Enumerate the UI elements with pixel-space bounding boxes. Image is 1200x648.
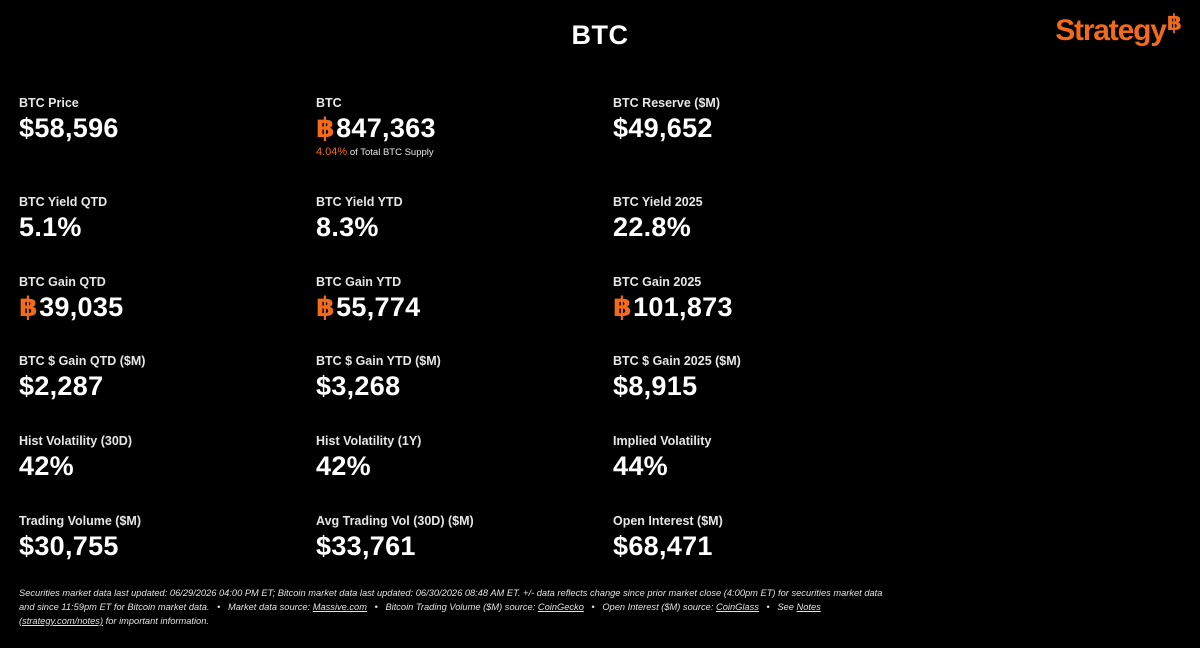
- footer-text: Securities market data last updated: 06/…: [19, 588, 883, 612]
- metric-subtext: 4.04% of Total BTC Supply: [316, 146, 606, 158]
- metric-value: $2,287: [19, 371, 309, 402]
- bullet-separator: •: [591, 602, 595, 612]
- footer-disclaimer: Securities market data last updated: 06/…: [19, 586, 889, 628]
- metric-value: ฿ 101,873: [613, 292, 903, 323]
- metric-value-text: $3,268: [316, 371, 401, 401]
- metric-value: $8,915: [613, 371, 903, 402]
- metric-label: BTC Gain YTD: [316, 275, 402, 289]
- metric-trading-volume: Trading Volume ($M) $30,755: [19, 514, 309, 562]
- footer-text: for important information.: [105, 616, 209, 626]
- footer-text: Market data source:: [227, 602, 311, 612]
- metric-btc-gain-2025: BTC Gain 2025 ฿ 101,873: [613, 275, 903, 323]
- footer-text: Bitcoin Trading Volume ($M) source:: [385, 602, 536, 612]
- metric-btc-yield-2025: BTC Yield 2025 22.8%: [613, 195, 903, 243]
- metric-label: Hist Volatility (30D): [19, 434, 132, 448]
- page-title: BTC: [571, 20, 629, 50]
- metric-value-text: 8.3%: [316, 212, 379, 242]
- metric-hist-volatility-1y: Hist Volatility (1Y) 42%: [316, 434, 606, 482]
- massive-link[interactable]: Massive.com: [312, 602, 367, 612]
- strategy-logo[interactable]: Strategy ฿: [1055, 10, 1182, 54]
- metric-value-text: 847,363: [336, 113, 436, 143]
- metric-value-text: $2,287: [19, 371, 104, 401]
- metric-btc-gain-qtd: BTC Gain QTD ฿ 39,035: [19, 275, 309, 323]
- metric-value: $58,596: [19, 113, 309, 144]
- metric-value: $3,268: [316, 371, 606, 402]
- metric-label: BTC $ Gain YTD ($M): [316, 354, 441, 368]
- metric-value-text: $30,755: [19, 531, 119, 561]
- notes-link[interactable]: Notes (strategy.com/notes): [19, 602, 821, 626]
- metric-label: BTC $ Gain QTD ($M): [19, 354, 146, 368]
- metric-hist-volatility-30d: Hist Volatility (30D) 42%: [19, 434, 309, 482]
- metric-open-interest: Open Interest ($M) $68,471: [613, 514, 903, 562]
- footer-text: Open Interest ($M) source:: [602, 602, 714, 612]
- metric-value-text: 44%: [613, 451, 668, 481]
- bitcoin-symbol-icon: ฿: [316, 113, 336, 143]
- metric-value: $33,761: [316, 531, 606, 562]
- metric-label: BTC Gain 2025: [613, 275, 702, 289]
- metric-btc-holdings: BTC ฿ 847,363 4.04% of Total BTC Supply: [316, 96, 606, 158]
- metric-label: Avg Trading Vol (30D) ($M): [316, 514, 474, 528]
- metric-btc-yield-qtd: BTC Yield QTD 5.1%: [19, 195, 309, 243]
- metric-value: ฿ 847,363: [316, 113, 606, 144]
- bullet-separator: •: [374, 602, 378, 612]
- footer-text: See: [777, 602, 794, 612]
- metric-label: BTC Yield QTD: [19, 195, 108, 209]
- metric-label: Open Interest ($M): [613, 514, 723, 528]
- bitcoin-b-icon: ฿: [1166, 10, 1182, 35]
- metric-label: Hist Volatility (1Y): [316, 434, 422, 448]
- metric-label: BTC Price: [19, 96, 79, 110]
- metric-value-text: $8,915: [613, 371, 698, 401]
- bitcoin-symbol-icon: ฿: [613, 292, 633, 322]
- metric-btc-gain-ytd: BTC Gain YTD ฿ 55,774: [316, 275, 606, 323]
- metric-btc-yield-ytd: BTC Yield YTD 8.3%: [316, 195, 606, 243]
- metric-value-text: 42%: [19, 451, 74, 481]
- coinglass-link[interactable]: CoinGlass: [716, 602, 759, 612]
- metric-value-text: 42%: [316, 451, 371, 481]
- metric-label: BTC Yield 2025: [613, 195, 703, 209]
- metric-value: 5.1%: [19, 212, 309, 243]
- metric-value-text: $49,652: [613, 113, 713, 143]
- metric-value-text: $58,596: [19, 113, 119, 143]
- metric-label: BTC: [316, 96, 342, 110]
- metric-value: 44%: [613, 451, 903, 482]
- metric-value-text: 101,873: [633, 292, 733, 322]
- metric-avg-trading-vol-30d: Avg Trading Vol (30D) ($M) $33,761: [316, 514, 606, 562]
- metric-label: BTC Reserve ($M): [613, 96, 720, 110]
- metric-label: Trading Volume ($M): [19, 514, 141, 528]
- metric-value: 22.8%: [613, 212, 903, 243]
- bullet-separator: •: [217, 602, 221, 612]
- metric-value-text: $33,761: [316, 531, 416, 561]
- bitcoin-symbol-icon: ฿: [19, 292, 39, 322]
- metric-value: $30,755: [19, 531, 309, 562]
- coingecko-link[interactable]: CoinGecko: [537, 602, 584, 612]
- metric-value-text: 5.1%: [19, 212, 82, 242]
- metric-label: BTC Gain QTD: [19, 275, 106, 289]
- metric-implied-volatility: Implied Volatility 44%: [613, 434, 903, 482]
- metric-value: 8.3%: [316, 212, 606, 243]
- metric-label: BTC $ Gain 2025 ($M): [613, 354, 741, 368]
- metric-value-text: 55,774: [336, 292, 421, 322]
- metric-label: BTC Yield YTD: [316, 195, 403, 209]
- metric-btc-usd-gain-qtd: BTC $ Gain QTD ($M) $2,287: [19, 354, 309, 402]
- supply-label: of Total BTC Supply: [349, 147, 434, 158]
- metric-value: ฿ 55,774: [316, 292, 606, 323]
- metric-value: ฿ 39,035: [19, 292, 309, 323]
- bullet-separator: •: [766, 602, 770, 612]
- metric-value-text: $68,471: [613, 531, 713, 561]
- metric-value: 42%: [316, 451, 606, 482]
- supply-percent: 4.04%: [316, 146, 348, 158]
- metric-btc-reserve: BTC Reserve ($M) $49,652: [613, 96, 903, 144]
- brand-name: Strategy: [1055, 14, 1167, 47]
- metric-btc-usd-gain-ytd: BTC $ Gain YTD ($M) $3,268: [316, 354, 606, 402]
- metric-value: $68,471: [613, 531, 903, 562]
- metric-value: $49,652: [613, 113, 903, 144]
- metric-label: Implied Volatility: [613, 434, 712, 448]
- bitcoin-symbol-icon: ฿: [316, 292, 336, 322]
- metric-value-text: 39,035: [39, 292, 124, 322]
- metric-value-text: 22.8%: [613, 212, 692, 242]
- metric-btc-usd-gain-2025: BTC $ Gain 2025 ($M) $8,915: [613, 354, 903, 402]
- metric-value: 42%: [19, 451, 309, 482]
- metric-btc-price: BTC Price $58,596: [19, 96, 309, 144]
